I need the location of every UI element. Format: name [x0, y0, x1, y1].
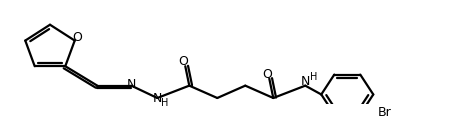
Text: O: O	[72, 31, 82, 44]
Text: O: O	[263, 68, 272, 81]
Text: N: N	[127, 78, 136, 91]
Text: O: O	[179, 55, 188, 68]
Text: H: H	[309, 72, 317, 82]
Text: N: N	[152, 92, 162, 105]
Text: Br: Br	[377, 106, 391, 118]
Text: H: H	[161, 98, 168, 108]
Text: N: N	[301, 75, 310, 88]
